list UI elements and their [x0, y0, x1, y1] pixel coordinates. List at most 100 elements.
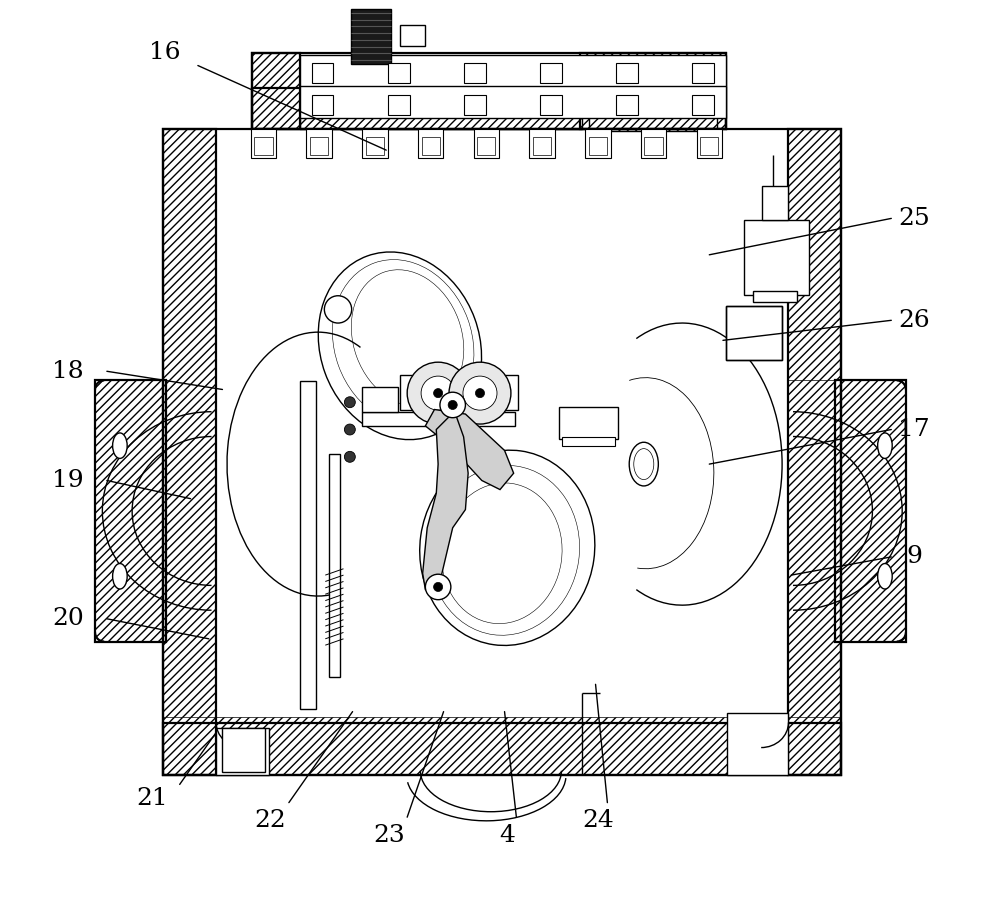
Bar [163, 723, 841, 775]
Bar [222, 728, 265, 772]
Polygon shape [425, 410, 514, 490]
Ellipse shape [318, 252, 482, 440]
Bar [585, 129, 611, 158]
Text: 19: 19 [52, 469, 84, 492]
Bar [252, 53, 300, 129]
Bar [95, 380, 166, 642]
Bar [306, 129, 332, 158]
Bar [727, 713, 788, 775]
Circle shape [344, 397, 355, 408]
Bar [216, 728, 269, 775]
Bar [589, 95, 717, 131]
Bar [251, 129, 276, 158]
Polygon shape [423, 411, 468, 593]
Bar [697, 129, 722, 158]
Bar [835, 380, 906, 642]
Bar [700, 136, 718, 155]
Bar [252, 53, 726, 129]
Bar [252, 53, 300, 129]
Bar [388, 95, 410, 115]
Bar [616, 63, 638, 83]
Bar [300, 381, 316, 709]
Bar [589, 95, 717, 131]
Circle shape [344, 424, 355, 435]
Bar [163, 129, 216, 775]
Bar [329, 454, 340, 677]
Ellipse shape [629, 442, 658, 486]
Bar [310, 136, 328, 155]
Bar [362, 387, 398, 412]
Bar [300, 95, 582, 129]
Text: 23: 23 [373, 824, 405, 847]
Bar [580, 53, 726, 129]
Bar [163, 129, 216, 775]
Bar [692, 63, 714, 83]
Text: 16: 16 [149, 41, 181, 65]
Circle shape [440, 392, 465, 418]
Bar [366, 136, 384, 155]
Circle shape [434, 389, 443, 398]
Bar [589, 136, 607, 155]
Bar [788, 129, 841, 775]
Bar [753, 291, 797, 302]
Ellipse shape [878, 563, 892, 589]
Bar [312, 63, 333, 83]
Text: 24: 24 [582, 809, 614, 833]
Bar [562, 437, 615, 446]
Bar [641, 129, 666, 158]
Circle shape [324, 296, 352, 323]
Bar [728, 715, 787, 774]
Circle shape [475, 389, 485, 398]
Bar [362, 412, 515, 426]
Bar [692, 95, 714, 115]
Bar [616, 95, 638, 115]
Bar [464, 63, 486, 83]
Bar [533, 136, 551, 155]
Bar [788, 129, 841, 775]
Bar [540, 95, 562, 115]
Bar [835, 380, 906, 642]
Text: 9: 9 [906, 545, 922, 569]
Circle shape [449, 362, 511, 424]
Circle shape [434, 582, 443, 592]
Bar [312, 95, 333, 115]
Bar [580, 53, 726, 129]
Circle shape [407, 362, 469, 424]
Text: 21: 21 [137, 787, 168, 811]
Bar [529, 129, 555, 158]
Bar [418, 129, 443, 158]
Bar [300, 55, 726, 118]
Bar [762, 186, 788, 220]
Bar [788, 129, 841, 380]
Text: 26: 26 [898, 308, 930, 332]
Bar [388, 63, 410, 83]
Bar [351, 9, 391, 64]
Bar [252, 88, 726, 129]
Circle shape [448, 400, 457, 410]
Bar [163, 723, 841, 775]
Ellipse shape [113, 563, 127, 589]
Bar [728, 308, 755, 359]
Bar [726, 306, 782, 360]
Bar [757, 308, 780, 359]
Bar [163, 717, 841, 775]
Bar [95, 380, 166, 642]
Text: 25: 25 [898, 207, 930, 230]
Bar [474, 129, 499, 158]
Circle shape [421, 376, 455, 410]
Text: 18: 18 [52, 359, 84, 383]
Circle shape [425, 574, 451, 600]
Circle shape [344, 451, 355, 462]
Text: 22: 22 [255, 809, 287, 833]
Bar [362, 129, 388, 158]
Bar [422, 136, 440, 155]
Bar [744, 220, 809, 295]
Bar [726, 306, 782, 360]
Bar [400, 25, 425, 46]
Bar [644, 136, 663, 155]
Bar [400, 375, 518, 410]
Bar [477, 136, 495, 155]
Ellipse shape [420, 450, 595, 645]
Bar [252, 88, 726, 129]
Text: 4: 4 [499, 824, 515, 847]
